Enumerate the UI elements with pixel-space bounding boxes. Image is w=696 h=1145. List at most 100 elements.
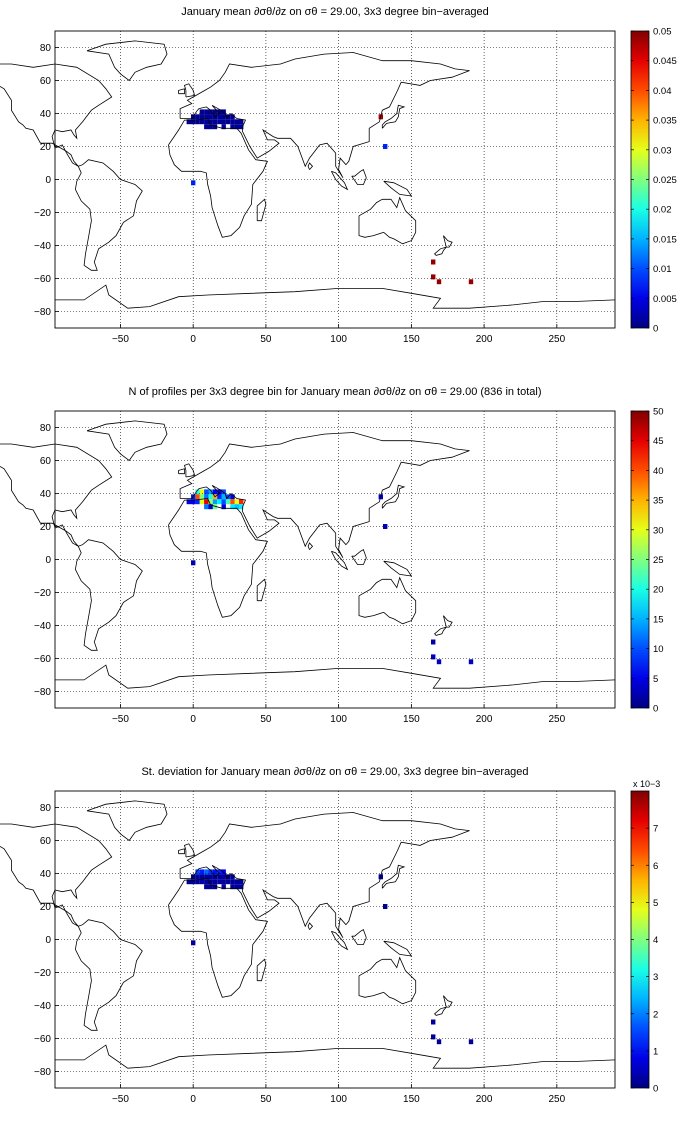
bin-cell [234, 879, 239, 885]
bin-cell [199, 879, 205, 885]
coastline [331, 550, 349, 571]
bin-cell [208, 124, 213, 130]
y-tick-label: −20 [34, 208, 51, 219]
bin-cell [204, 499, 209, 505]
coastline [256, 578, 267, 602]
bin-cell [208, 869, 213, 875]
bin-cell [199, 494, 205, 500]
y-tick-label: 40 [40, 489, 52, 500]
bin-cell [217, 489, 222, 495]
bin-cell [234, 499, 239, 505]
x-tick-label: 250 [548, 334, 565, 345]
bin-cell [234, 119, 239, 125]
bin-cell [212, 124, 218, 130]
coastline [256, 198, 267, 222]
bin-cell [204, 884, 209, 890]
y-tick-label: −20 [34, 968, 51, 979]
bin-cell [212, 884, 218, 890]
bin-cell [195, 874, 200, 880]
x-tick-label: 50 [260, 1094, 272, 1105]
coastline [358, 196, 417, 245]
coastline [184, 463, 196, 478]
x-tick-label: −50 [112, 1094, 129, 1105]
bin-cell [436, 659, 442, 665]
coastline [434, 1006, 447, 1016]
y-tick-label: 20 [40, 522, 52, 533]
bin-cell [225, 499, 231, 505]
coastline [0, 823, 113, 927]
y-tick-label: 0 [45, 555, 51, 566]
gridlines [55, 31, 615, 328]
bin-cell [208, 884, 213, 890]
x-tick-label: 250 [548, 1094, 565, 1105]
x-tick-label: 0 [190, 334, 196, 345]
y-tick-label: −80 [34, 687, 51, 698]
bin-cell [208, 504, 213, 510]
coastline [86, 800, 168, 842]
bin-cell [212, 109, 218, 115]
colorbar-tick-label: 0.02 [653, 205, 672, 216]
bin-cell [234, 504, 239, 510]
panel-title: St. deviation for January mean ∂σθ/∂z on… [141, 766, 529, 778]
coastline [0, 63, 113, 167]
gridlines [55, 791, 615, 1088]
bin-cell [431, 654, 436, 660]
bin-cell [208, 114, 213, 120]
coastline [434, 246, 447, 256]
colorbar-tick-label: 10 [653, 644, 664, 655]
bin-cell [208, 879, 213, 885]
x-tick-label: 250 [548, 714, 565, 725]
bin-cell [431, 1019, 436, 1025]
colorbar-tick-label: 6 [653, 861, 658, 872]
bin-cell [234, 884, 239, 890]
bin-cell [239, 504, 244, 510]
bin-cell [230, 494, 235, 500]
coastline [55, 284, 616, 309]
coastline [381, 104, 406, 129]
bin-cell [191, 180, 196, 186]
bin-cell [468, 659, 474, 665]
bin-cell [204, 124, 209, 130]
coastline [86, 40, 168, 82]
bin-cell [230, 874, 235, 880]
bin-cell [230, 499, 235, 505]
x-tick-label: 50 [260, 334, 272, 345]
coastline [74, 159, 143, 271]
y-tick-label: −20 [34, 588, 51, 599]
map-panel-std-deviation: St. deviation for January mean ∂σθ/∂z on… [0, 760, 696, 1140]
bin-cell [195, 494, 200, 500]
map-figure: −50 0 50 100 150 200 250 −80 −60 −40 −20 0 20 40 60 80 0… [0, 27, 677, 345]
coastline [381, 484, 406, 509]
colorbar-tick-label: 4 [653, 935, 658, 946]
bin-cell [204, 879, 209, 885]
x-tick-label: 0 [190, 1094, 196, 1105]
bin-cell [230, 114, 235, 120]
x-tick-label: 0 [190, 714, 196, 725]
bin-cell [208, 109, 213, 115]
bin-cell [199, 499, 205, 505]
bin-cell [468, 279, 474, 285]
bin-cell [208, 119, 213, 125]
coastline [178, 468, 185, 475]
bin-cell [217, 494, 222, 500]
bin-cell [186, 499, 191, 505]
x-tick-label: 200 [476, 1094, 493, 1105]
y-tick-label: 0 [45, 175, 51, 186]
coastline [178, 88, 185, 95]
bin-cell [468, 1039, 474, 1045]
coastline [381, 864, 406, 889]
y-tick-label: −60 [34, 274, 51, 285]
coastline [351, 549, 367, 565]
colorbar-tick-label: 50 [653, 407, 664, 418]
y-tick-label: −40 [34, 621, 51, 632]
colorbar-tick-label: 5 [653, 898, 658, 909]
coastline [443, 615, 453, 628]
coastline [184, 83, 196, 98]
bin-cell [199, 869, 205, 875]
bin-cell [195, 499, 200, 505]
axes-frame [54, 30, 616, 329]
bin-cell [436, 1039, 442, 1045]
bin-cell [195, 879, 200, 885]
bin-cell [195, 489, 200, 495]
coastline [86, 420, 168, 462]
